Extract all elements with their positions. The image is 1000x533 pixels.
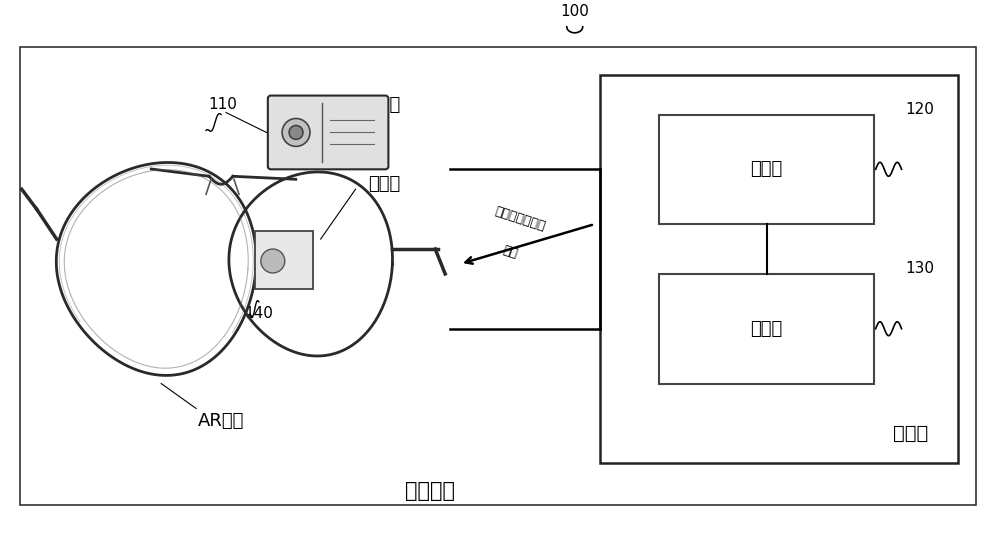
- Text: 连接: 连接: [501, 244, 519, 261]
- Bar: [600, 75, 958, 463]
- Circle shape: [261, 249, 285, 273]
- Text: 处理器: 处理器: [750, 160, 783, 179]
- Circle shape: [282, 118, 310, 147]
- Text: 计算机: 计算机: [893, 424, 928, 443]
- Bar: [20, 47, 976, 505]
- Text: 传感器: 传感器: [368, 95, 401, 114]
- Text: 测量装置: 测量装置: [405, 481, 455, 501]
- Text: 130: 130: [906, 262, 935, 277]
- Text: 有线或无线方式: 有线或无线方式: [493, 205, 547, 233]
- Bar: [659, 274, 874, 384]
- Bar: [659, 115, 874, 224]
- Text: 110: 110: [209, 97, 237, 112]
- Text: 120: 120: [906, 102, 934, 117]
- Text: 100: 100: [560, 4, 589, 19]
- Text: AR眼镜: AR眼镜: [198, 413, 244, 431]
- Text: 显示器: 显示器: [368, 175, 401, 193]
- Bar: [255, 231, 313, 289]
- Circle shape: [289, 125, 303, 140]
- Text: 收发器: 收发器: [750, 320, 783, 338]
- Text: 140: 140: [244, 306, 273, 321]
- FancyBboxPatch shape: [268, 95, 388, 169]
